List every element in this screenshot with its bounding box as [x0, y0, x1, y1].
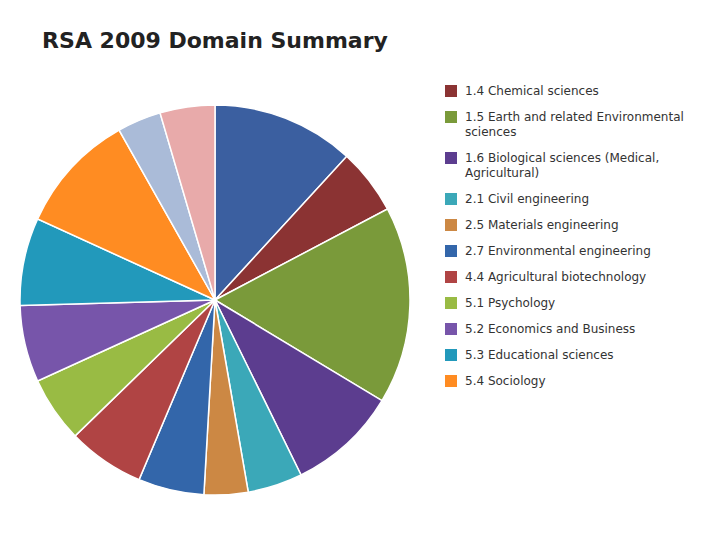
legend-swatch — [445, 297, 457, 309]
legend-label: 1.6 Biological sciences (Medical,Agricul… — [465, 151, 659, 180]
legend-label: 2.7 Environmental engineering — [465, 244, 651, 258]
legend-label: 5.3 Educational sciences — [465, 348, 614, 362]
legend-swatch — [445, 193, 457, 205]
chart-container: RSA 2009 Domain Summary 1.4 Chemical scie… — [0, 0, 720, 540]
legend-label: 1.4 Chemical sciences — [465, 84, 599, 98]
legend: 1.4 Chemical sciences 1.5 Earth and relat… — [445, 84, 684, 388]
legend-label: 1.5 Earth and related Environmentalscien… — [465, 110, 684, 139]
legend-label: 4.4 Agricultural biotechnology — [465, 270, 646, 284]
legend-swatch — [445, 85, 457, 97]
chart: RSA 2009 Domain Summary 1.4 Chemical scie… — [0, 0, 720, 540]
legend-swatch — [445, 219, 457, 231]
legend-label: 2.1 Civil engineering — [465, 192, 589, 206]
legend-swatch — [445, 349, 457, 361]
legend-swatch — [445, 271, 457, 283]
pie-slice — [20, 300, 215, 381]
legend-label: 5.4 Sociology — [465, 374, 546, 388]
legend-swatch — [445, 375, 457, 387]
legend-swatch — [445, 323, 457, 335]
title: RSA 2009 Domain Summary — [42, 28, 388, 53]
legend-label: 2.5 Materials engineering — [465, 218, 619, 232]
legend-label: 5.2 Economics and Business — [465, 322, 635, 336]
legend-label: 5.1 Psychology — [465, 296, 555, 310]
pie — [20, 105, 410, 495]
legend-swatch — [445, 152, 457, 164]
legend-swatch — [445, 111, 457, 123]
pie-slice — [160, 105, 215, 300]
legend-swatch — [445, 245, 457, 257]
